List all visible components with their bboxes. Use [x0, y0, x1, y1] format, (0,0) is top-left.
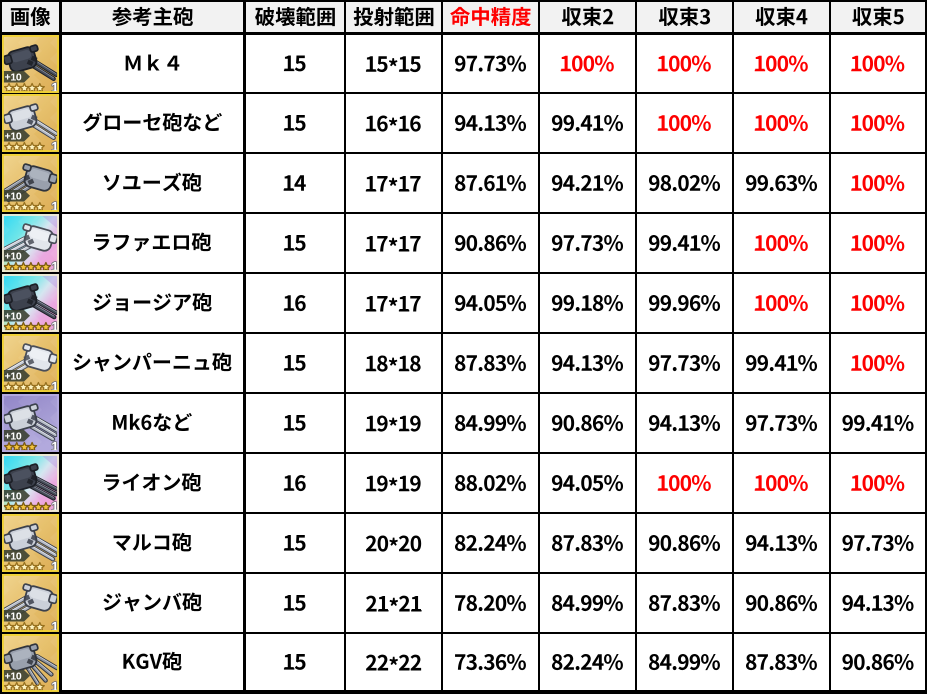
svg-text:1: 1 [51, 199, 58, 212]
svg-text:+10: +10 [5, 131, 22, 143]
svg-text:+10: +10 [5, 491, 22, 503]
svg-text:1: 1 [51, 499, 58, 512]
svg-text:1: 1 [51, 679, 58, 692]
svg-text:+10: +10 [5, 611, 22, 623]
svg-text:1: 1 [51, 319, 58, 332]
svg-text:+10: +10 [5, 72, 22, 84]
svg-text:+10: +10 [5, 431, 22, 443]
svg-text:+10: +10 [5, 191, 22, 203]
svg-text:1: 1 [51, 439, 58, 452]
svg-text:+10: +10 [5, 311, 22, 323]
svg-text:1: 1 [51, 259, 58, 272]
svg-text:1: 1 [51, 559, 58, 572]
svg-text:+10: +10 [5, 671, 22, 683]
svg-text:1: 1 [51, 139, 58, 152]
svg-text:1: 1 [51, 80, 58, 93]
svg-text:+10: +10 [5, 551, 22, 563]
svg-text:1: 1 [51, 619, 58, 632]
svg-text:1: 1 [51, 379, 58, 392]
svg-text:+10: +10 [5, 251, 22, 263]
svg-text:+10: +10 [5, 371, 22, 383]
